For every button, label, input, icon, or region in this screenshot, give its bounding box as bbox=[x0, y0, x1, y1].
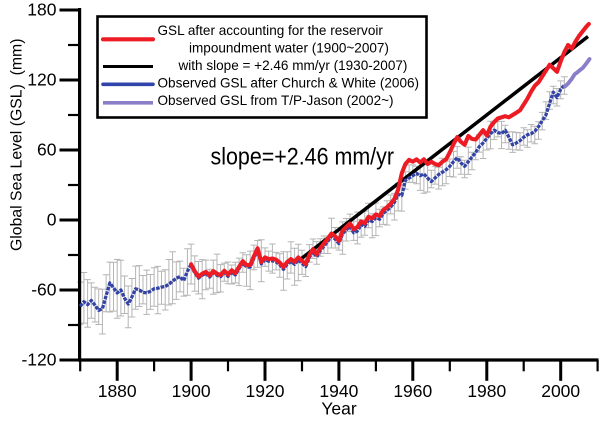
svg-text:1880: 1880 bbox=[98, 381, 137, 401]
svg-text:1940: 1940 bbox=[319, 381, 358, 401]
svg-text:-60: -60 bbox=[31, 280, 57, 300]
svg-text:0: 0 bbox=[47, 210, 57, 230]
svg-text:slope=+2.46 mm/yr: slope=+2.46 mm/yr bbox=[211, 143, 395, 170]
svg-text:Global Sea Level (GSL) (mm): Global Sea Level (GSL) (mm) bbox=[9, 39, 26, 251]
svg-text:180: 180 bbox=[27, 0, 56, 20]
svg-text:with slope = +2.46 mm/yr (1930: with slope = +2.46 mm/yr (1930-2007) bbox=[178, 58, 408, 73]
svg-text:Observed GSL from T/P-Jason (2: Observed GSL from T/P-Jason (2002~) bbox=[158, 93, 394, 108]
svg-text:60: 60 bbox=[37, 140, 57, 160]
svg-text:1980: 1980 bbox=[467, 381, 506, 401]
svg-text:1920: 1920 bbox=[246, 381, 285, 401]
svg-text:impoundment water (1900~2007): impoundment water (1900~2007) bbox=[189, 41, 389, 56]
svg-text:Year: Year bbox=[321, 399, 357, 419]
svg-text:Observed GSL after Church & Wh: Observed GSL after Church & White (2006) bbox=[158, 76, 420, 91]
svg-text:-120: -120 bbox=[21, 350, 56, 370]
svg-text:120: 120 bbox=[27, 70, 56, 90]
svg-text:1900: 1900 bbox=[172, 381, 211, 401]
svg-text:GSL after accounting for the r: GSL after accounting for the reservoir bbox=[158, 23, 384, 38]
svg-text:2000: 2000 bbox=[541, 381, 580, 401]
svg-text:1960: 1960 bbox=[393, 381, 432, 401]
